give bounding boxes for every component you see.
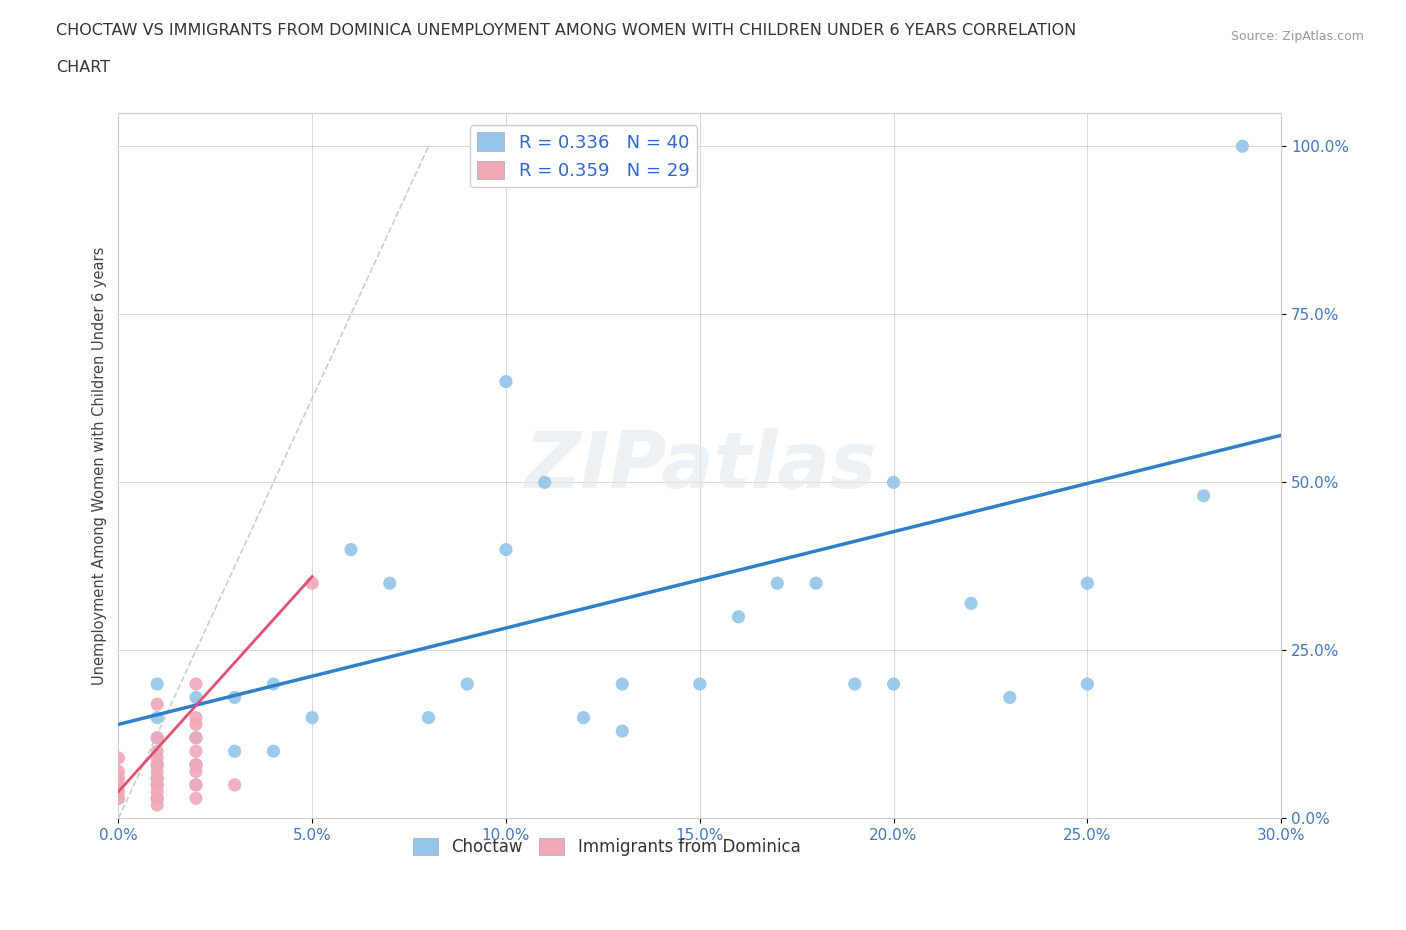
Point: [883, 677, 905, 692]
Y-axis label: Unemployment Among Women with Children Under 6 years: Unemployment Among Women with Children U…: [93, 246, 107, 684]
Point: [146, 790, 169, 805]
Point: [1076, 677, 1098, 692]
Point: [146, 730, 169, 745]
Point: [184, 711, 207, 725]
Point: [998, 690, 1021, 705]
Point: [146, 711, 169, 725]
Point: [107, 790, 129, 805]
Point: [378, 576, 401, 591]
Point: [301, 576, 323, 591]
Text: ZIPatlas: ZIPatlas: [523, 428, 876, 503]
Text: CHART: CHART: [56, 60, 110, 75]
Point: [146, 751, 169, 765]
Point: [146, 771, 169, 786]
Point: [883, 475, 905, 490]
Point: [146, 790, 169, 805]
Point: [107, 751, 129, 765]
Point: [495, 542, 517, 557]
Point: [727, 609, 749, 624]
Point: [224, 777, 246, 792]
Point: [184, 717, 207, 732]
Point: [612, 724, 634, 738]
Point: [107, 784, 129, 799]
Point: [184, 777, 207, 792]
Point: [301, 711, 323, 725]
Point: [146, 730, 169, 745]
Point: [107, 771, 129, 786]
Point: [107, 771, 129, 786]
Point: [184, 757, 207, 772]
Point: [146, 757, 169, 772]
Point: [533, 475, 555, 490]
Point: [146, 697, 169, 711]
Point: [107, 777, 129, 792]
Point: [224, 744, 246, 759]
Point: [572, 711, 595, 725]
Point: [146, 777, 169, 792]
Point: [107, 764, 129, 778]
Point: [1232, 139, 1254, 153]
Point: [184, 757, 207, 772]
Point: [146, 757, 169, 772]
Point: [146, 764, 169, 778]
Point: [1076, 576, 1098, 591]
Point: [146, 677, 169, 692]
Point: [262, 744, 284, 759]
Point: [844, 677, 866, 692]
Point: [107, 790, 129, 805]
Point: [184, 677, 207, 692]
Point: [1192, 488, 1215, 503]
Point: [146, 777, 169, 792]
Point: [418, 711, 440, 725]
Point: [340, 542, 363, 557]
Point: [184, 744, 207, 759]
Point: [766, 576, 789, 591]
Text: CHOCTAW VS IMMIGRANTS FROM DOMINICA UNEMPLOYMENT AMONG WOMEN WITH CHILDREN UNDER: CHOCTAW VS IMMIGRANTS FROM DOMINICA UNEM…: [56, 23, 1077, 38]
Point: [804, 576, 827, 591]
Point: [146, 784, 169, 799]
Point: [689, 677, 711, 692]
Point: [612, 677, 634, 692]
Point: [146, 744, 169, 759]
Point: [456, 677, 478, 692]
Point: [184, 690, 207, 705]
Text: Source: ZipAtlas.com: Source: ZipAtlas.com: [1230, 30, 1364, 43]
Point: [146, 798, 169, 813]
Point: [262, 677, 284, 692]
Point: [184, 730, 207, 745]
Point: [184, 764, 207, 778]
Point: [224, 690, 246, 705]
Point: [146, 771, 169, 786]
Point: [960, 596, 983, 611]
Legend: Choctaw, Immigrants from Dominica: Choctaw, Immigrants from Dominica: [406, 831, 807, 863]
Point: [184, 777, 207, 792]
Point: [495, 374, 517, 389]
Point: [184, 730, 207, 745]
Point: [184, 790, 207, 805]
